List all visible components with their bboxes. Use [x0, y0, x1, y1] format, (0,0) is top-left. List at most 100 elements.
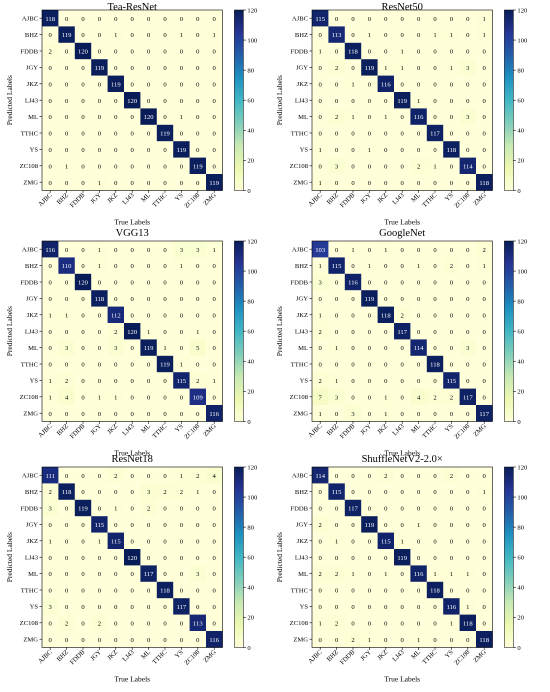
cell-value-label: 0	[213, 65, 217, 72]
y-axis-label: Predicted Labels	[275, 306, 284, 356]
x-tick-label: AJBC	[37, 191, 54, 208]
cell-value-label: 0	[483, 345, 487, 352]
cell-value-label: 0	[384, 620, 388, 627]
cell-value-label: 0	[384, 555, 388, 562]
heatmap-cell	[173, 339, 190, 357]
cell-value-label: 1	[335, 378, 338, 385]
heatmap-cell	[459, 241, 477, 258]
cell-value-label: 0	[417, 620, 421, 627]
heatmap-cell	[377, 141, 395, 158]
cell-value-label: 0	[483, 329, 487, 336]
heatmap-cell	[410, 565, 428, 583]
heatmap-cell	[74, 467, 92, 484]
x-tick-label: ML	[140, 192, 152, 204]
cell-value-label: 0	[351, 296, 355, 303]
cell-value-label: 1	[65, 312, 68, 319]
heatmap-cell	[206, 290, 223, 307]
cell-value-label: 0	[213, 263, 217, 270]
heatmap-cell	[124, 355, 141, 373]
heatmap-cell	[459, 108, 477, 126]
cell-value-label: 0	[114, 280, 118, 287]
cell-value-label: 2	[114, 473, 117, 480]
heatmap-cell	[42, 10, 59, 27]
heatmap-cell	[173, 108, 190, 126]
heatmap-cell	[312, 124, 329, 142]
cell-value-label: 0	[433, 411, 437, 418]
cell-value-label: 1	[180, 362, 183, 369]
cell-value-label: 0	[351, 32, 355, 39]
cell-value-label: 0	[81, 571, 85, 578]
cell-value-label: 0	[163, 394, 167, 401]
heatmap-cell	[206, 614, 223, 632]
y-tick-label: TTHC	[21, 361, 39, 368]
cell-value-label: 0	[65, 147, 69, 154]
heatmap-cell	[394, 483, 411, 501]
heatmap-cell	[443, 372, 460, 389]
cell-value-label: 2	[319, 522, 322, 529]
heatmap-cell	[206, 124, 223, 142]
cell-value-label: 0	[351, 329, 355, 336]
heatmap-cell	[173, 598, 190, 615]
heatmap-cell	[189, 499, 207, 517]
heatmap-cell	[206, 499, 223, 517]
cell-value-label: 0	[98, 280, 102, 287]
colorbar-tick-label: 0	[247, 188, 251, 195]
cell-value-label: 0	[114, 114, 118, 121]
cell-value-label: 0	[335, 411, 339, 418]
cell-value-label: 0	[450, 163, 454, 170]
heatmap-cell	[206, 516, 223, 533]
heatmap-cell	[74, 26, 92, 44]
heatmap-cell	[156, 241, 174, 258]
cell-value-label: 117	[479, 411, 489, 418]
heatmap-cell	[58, 273, 76, 291]
cell-value-label: 0	[368, 180, 372, 187]
cell-value-label: 0	[213, 147, 217, 154]
heatmap-cell	[312, 355, 329, 373]
heatmap-cell	[443, 10, 460, 27]
cell-value-label: 0	[98, 489, 102, 496]
cell-value-label: 0	[163, 312, 167, 319]
heatmap-cell	[361, 483, 378, 501]
heatmap-cell	[443, 565, 460, 583]
cell-value-label: 0	[180, 411, 184, 418]
heatmap-cell	[189, 581, 207, 599]
cell-value-label: 0	[417, 473, 421, 480]
colorbar-tick-label: 100	[517, 494, 528, 501]
cell-value-label: 1	[483, 263, 486, 270]
cell-value-label: 0	[401, 506, 405, 513]
cell-value-label: 115	[177, 378, 187, 385]
heatmap-cell	[107, 59, 125, 76]
heatmap-cell	[58, 355, 76, 373]
cell-value-label: 1	[213, 378, 216, 385]
cell-value-label: 0	[180, 588, 184, 595]
cell-value-label: 0	[131, 362, 135, 369]
cell-value-label: 0	[65, 571, 69, 578]
cell-value-label: 0	[466, 473, 470, 480]
cell-value-label: 0	[65, 588, 69, 595]
heatmap-cell	[410, 290, 428, 307]
cell-value-label: 118	[430, 362, 440, 369]
heatmap-cell	[58, 565, 76, 583]
heatmap-cell	[124, 339, 141, 357]
heatmap-cell	[426, 108, 444, 126]
x-tick-label: AJBC	[37, 422, 54, 439]
cell-value-label: 0	[163, 604, 167, 611]
y-tick-label: JKZ	[27, 538, 38, 545]
cell-value-label: 3	[114, 345, 118, 352]
heatmap-cell	[189, 108, 207, 126]
cell-value-label: 119	[365, 296, 375, 303]
cell-value-label: 1	[49, 378, 52, 385]
cell-value-label: 0	[401, 131, 405, 138]
colorbar-tick-label: 80	[247, 299, 254, 306]
cell-value-label: 0	[213, 345, 217, 352]
x-tick-label: LJ43	[391, 191, 406, 206]
cell-value-label: 0	[147, 49, 151, 56]
x-tick-label: ML	[410, 649, 422, 661]
heatmap-cell	[156, 273, 174, 291]
y-tick-label: ZC108	[20, 163, 39, 170]
heatmap-cell	[156, 323, 174, 340]
heatmap-cell	[443, 499, 460, 517]
y-tick-label: JGY	[296, 296, 308, 303]
cell-value-label: 0	[163, 180, 167, 187]
cell-value-label: 0	[351, 98, 355, 105]
